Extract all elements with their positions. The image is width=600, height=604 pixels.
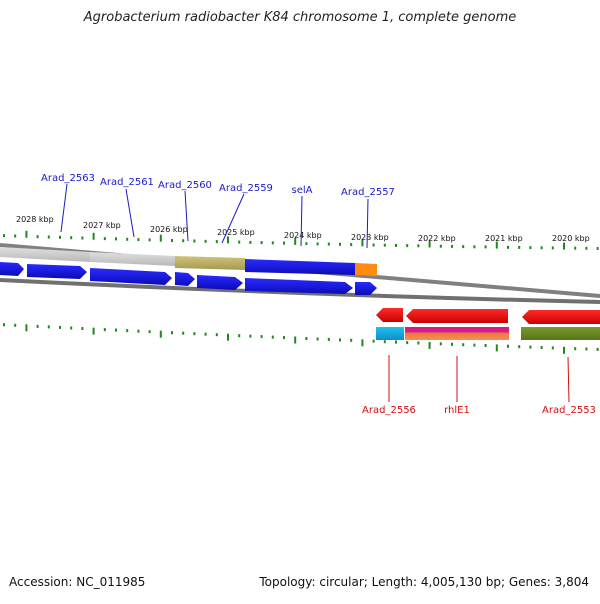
feature-segment-cyan bbox=[376, 327, 404, 340]
gene-arrow-reverse-3[interactable] bbox=[522, 310, 600, 324]
feature-band-forward bbox=[0, 247, 377, 276]
feature-segment-orange bbox=[355, 263, 377, 276]
genome-backbone-inner bbox=[0, 278, 600, 304]
reverse-gene-labels: Arad_2556 rhlE1 Arad_2553 bbox=[362, 405, 596, 416]
scale-label-2024: 2024 kbp bbox=[284, 231, 322, 240]
feature-segment-grey-1 bbox=[0, 247, 90, 262]
gene-label-sela[interactable]: selA bbox=[292, 185, 313, 196]
reverse-label-leaders bbox=[388, 355, 570, 403]
feature-segment-green bbox=[521, 327, 600, 340]
gene-arrow-forward-1[interactable] bbox=[0, 262, 24, 276]
scale-label-2027: 2027 kbp bbox=[83, 221, 121, 230]
gene-label-arad-2559[interactable]: Arad_2559 bbox=[219, 183, 273, 194]
gene-arrow-reverse-2[interactable] bbox=[406, 309, 508, 323]
forward-gene-labels: Arad_2563 Arad_2561 Arad_2560 Arad_2559 … bbox=[41, 173, 395, 198]
feature-band-reverse bbox=[376, 327, 600, 340]
accession-text: Accession: NC_011985 bbox=[9, 575, 146, 589]
scale-ticks-bottom bbox=[3, 323, 599, 354]
gene-arrow-forward-2[interactable] bbox=[27, 264, 87, 279]
feature-segment-olive bbox=[175, 256, 245, 270]
reverse-gene-arrows bbox=[376, 308, 600, 324]
gene-label-rhle1[interactable]: rhlE1 bbox=[444, 405, 470, 416]
forward-label-leaders bbox=[60, 183, 369, 249]
feature-segment-stripe bbox=[405, 327, 509, 340]
scale-label-2020: 2020 kbp bbox=[552, 234, 590, 243]
scale-label-2022: 2022 kbp bbox=[418, 234, 456, 243]
scale-label-2025: 2025 kbp bbox=[217, 228, 255, 237]
gene-label-arad-2556[interactable]: Arad_2556 bbox=[362, 405, 416, 416]
scale-label-2028: 2028 kbp bbox=[16, 215, 54, 224]
map-title: Agrobacterium radiobacter K84 chromosome… bbox=[83, 10, 517, 25]
gene-arrow-forward-4[interactable] bbox=[175, 272, 195, 286]
scale-label-2026: 2026 kbp bbox=[150, 225, 188, 234]
gene-arrow-forward-3[interactable] bbox=[90, 268, 172, 285]
gene-label-arad-2557[interactable]: Arad_2557 bbox=[341, 187, 395, 198]
gene-arrow-forward-6[interactable] bbox=[245, 278, 353, 294]
scale-label-2023: 2023 kbp bbox=[351, 233, 389, 242]
gene-arrow-forward-7[interactable] bbox=[355, 282, 377, 295]
gene-label-arad-2560[interactable]: Arad_2560 bbox=[158, 180, 212, 191]
gene-arrow-reverse-1[interactable] bbox=[376, 308, 403, 322]
gene-label-arad-2563[interactable]: Arad_2563 bbox=[41, 173, 95, 184]
scale-labels: 2028 kbp 2027 kbp 2026 kbp 2025 kbp 2024… bbox=[16, 215, 590, 243]
forward-gene-arrows bbox=[0, 262, 377, 295]
gene-arrow-forward-5[interactable] bbox=[197, 275, 243, 290]
gene-label-arad-2553[interactable]: Arad_2553 bbox=[542, 405, 596, 416]
topology-text: Topology: circular; Length: 4,005,130 bp… bbox=[259, 575, 589, 589]
gene-label-arad-2561[interactable]: Arad_2561 bbox=[100, 177, 154, 188]
feature-segment-grey-2 bbox=[90, 252, 175, 266]
feature-segment-blue bbox=[245, 259, 355, 275]
scale-ticks-top bbox=[3, 230, 599, 250]
scale-label-2021: 2021 kbp bbox=[485, 234, 523, 243]
